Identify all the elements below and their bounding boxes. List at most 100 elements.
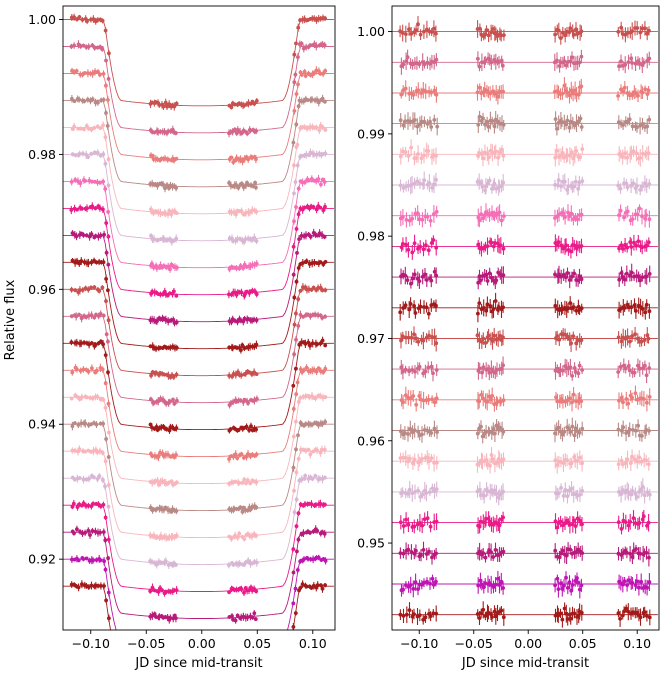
data-point [229,155,234,160]
data-point [579,277,584,282]
data-point [623,366,628,371]
data-point [412,551,417,556]
model-line [63,585,334,630]
data-point [631,149,636,154]
data-point [164,559,168,564]
data-point [569,249,573,254]
data-point [434,341,439,346]
data-point [89,127,94,132]
data-point [315,528,319,533]
data-point [232,641,236,645]
data-point [254,342,259,347]
data-point [555,126,559,131]
data-point [150,261,154,266]
data-point [249,424,253,428]
data-point [401,369,405,374]
data-point [239,587,244,591]
data-point [495,399,500,404]
data-point [72,531,76,536]
data-point [430,576,435,581]
data-point [414,336,418,341]
data-point [576,119,581,124]
data-point [571,334,576,338]
data-point [104,332,109,337]
data-point [77,97,82,102]
data-point [292,52,297,57]
data-point [70,152,75,157]
data-point [616,94,620,98]
data-point [580,426,585,431]
data-point [81,367,86,372]
data-point [553,519,558,524]
data-point [233,533,238,538]
data-point [501,273,506,277]
data-point [106,455,111,459]
data-point [254,261,259,266]
data-point [79,421,83,426]
data-point [501,246,506,251]
data-point [399,365,404,370]
data-point [567,396,572,401]
data-point [292,488,296,493]
data-point [174,533,179,538]
data-point [417,217,422,222]
data-point [501,153,506,158]
series-1 [392,16,658,45]
data-point [405,278,410,282]
data-point [625,185,630,190]
data-point [106,288,110,293]
data-point [403,303,408,308]
data-point [432,60,437,65]
data-point [314,125,319,130]
data-point [574,550,578,555]
data-point [322,532,327,536]
data-point [106,556,110,561]
data-point [303,342,308,346]
data-point [398,520,403,525]
data-point [487,178,492,183]
data-point [564,575,568,580]
data-point [425,122,430,126]
data-point [291,140,296,145]
data-point [94,422,99,427]
data-point [74,314,79,319]
data-point [90,43,95,48]
data-point [323,314,327,319]
data-point [483,58,488,63]
data-point [632,240,636,245]
data-point [248,507,253,512]
data-point [322,447,327,452]
data-point [75,207,79,212]
data-point [92,46,97,50]
data-point [434,579,438,584]
data-point [624,397,629,401]
data-point [320,447,324,452]
data-point [316,366,321,371]
data-point [80,395,84,399]
data-point [404,335,408,340]
data-point [227,345,232,350]
data-point [565,586,570,590]
data-point [478,26,482,31]
data-point [88,533,92,537]
data-point [318,205,323,210]
data-point [304,365,309,370]
data-point [244,424,249,429]
data-point [633,91,638,95]
data-point [403,431,407,435]
data-point [579,54,584,59]
data-point [318,260,323,264]
data-point [580,461,584,466]
data-point [486,155,491,160]
data-point [418,304,423,309]
data-point [427,181,432,186]
data-point [573,524,578,528]
series-14 [392,417,658,444]
data-point [428,218,433,223]
data-point [501,305,505,310]
data-point [647,309,652,314]
data-point [621,247,625,251]
data-point [227,373,232,378]
series-15 [392,446,658,474]
data-point [174,131,178,136]
